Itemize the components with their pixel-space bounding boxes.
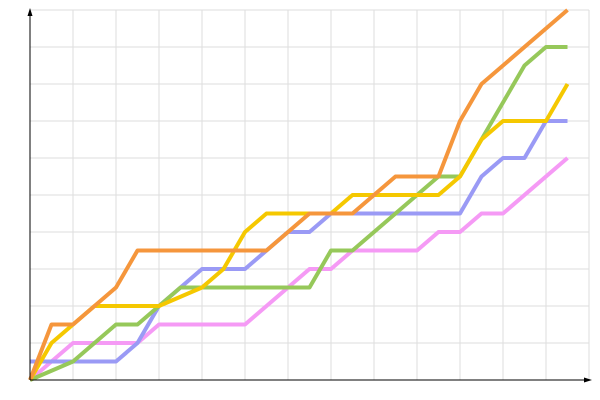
y-axis-arrow (27, 8, 33, 16)
x-axis-arrow (584, 377, 592, 383)
series-line (28, 82, 570, 382)
series-line (28, 156, 569, 382)
series-line (29, 45, 568, 382)
series-line (28, 8, 569, 381)
series-line (30, 119, 568, 364)
lines (28, 8, 570, 382)
